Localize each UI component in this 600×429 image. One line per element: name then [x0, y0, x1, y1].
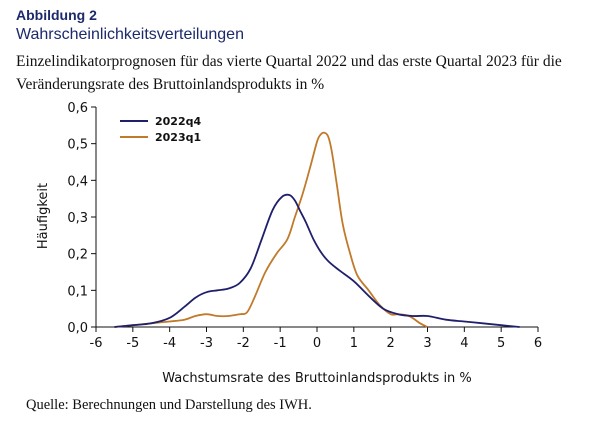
- y-tick-label: 0,0: [67, 321, 88, 336]
- y-tick-label: 0,2: [67, 248, 88, 263]
- series-line-2023q1: [114, 131, 428, 328]
- y-tick-label: 0,3: [67, 211, 88, 226]
- figure-source: Quelle: Berechnungen und Darstellung des…: [26, 397, 312, 413]
- x-tick-label: -5: [126, 336, 139, 351]
- y-axis-label: Häufigkeit: [36, 183, 51, 249]
- chart-axes: 0,0 0,1 0,2 0,3 0,4 0,5 0,6 -6 -5 -4 -3 -2 -1 0 1 2 3 4 5 6: [67, 101, 542, 351]
- figure-label: Abbildung 2: [16, 7, 97, 23]
- chart-legend: 2022q4 2023q1: [120, 115, 201, 144]
- x-tick-label: 4: [460, 336, 468, 351]
- figure-subtitle: Einzelindikatorprognosen für das vierte …: [16, 53, 562, 93]
- series-line-2022q4: [114, 193, 520, 328]
- x-tick-label: -2: [237, 336, 250, 351]
- x-tick-label: 1: [350, 336, 358, 351]
- x-tick-label: -4: [163, 336, 176, 351]
- y-tick-label: 0,4: [67, 174, 88, 189]
- legend-label-2022q4: 2022q4: [155, 115, 201, 128]
- x-tick-label: -6: [90, 336, 103, 351]
- legend-label-2023q1: 2023q1: [155, 131, 201, 144]
- x-tick-label: -1: [274, 336, 287, 351]
- figure-title: Wahrscheinlichkeitsverteilungen: [16, 26, 244, 43]
- x-tick-label: 3: [423, 336, 431, 351]
- chart-series: [114, 131, 520, 328]
- x-tick-label: 2: [387, 336, 395, 351]
- x-tick-label: 0: [313, 336, 321, 351]
- y-tick-label: 0,5: [67, 138, 88, 153]
- x-tick-label: 6: [534, 336, 542, 351]
- x-tick-label: -3: [200, 336, 213, 351]
- y-tick-label: 0,6: [67, 101, 88, 116]
- x-axis-label: Wachstumsrate des Bruttoinlandsprodukts …: [162, 371, 472, 386]
- x-tick-label: 5: [497, 336, 505, 351]
- y-tick-label: 0,1: [67, 284, 88, 299]
